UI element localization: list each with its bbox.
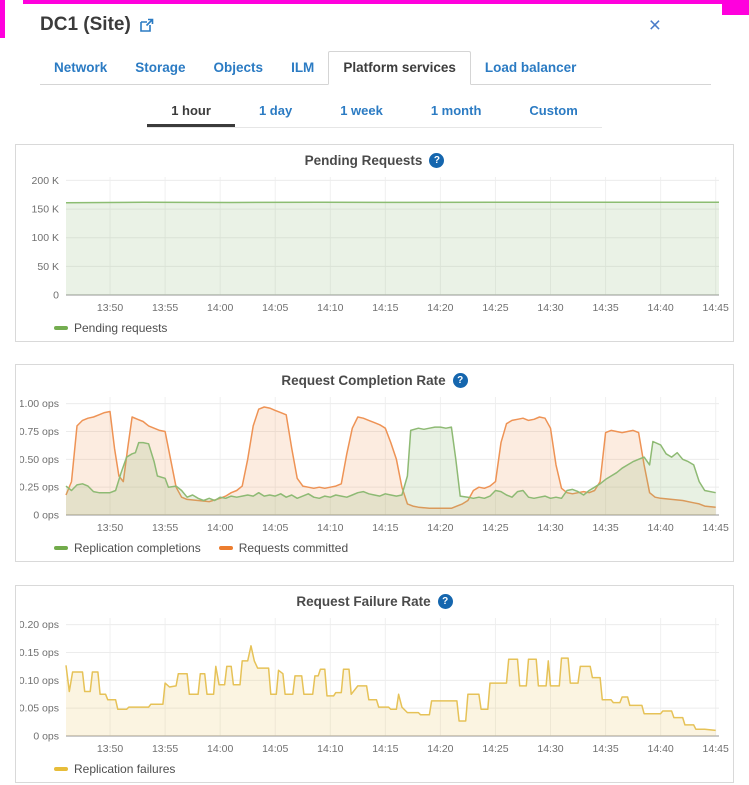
- chart-title: Request Failure Rate: [296, 593, 431, 609]
- legend-dash-icon: [54, 546, 68, 550]
- legend-label: Replication failures: [74, 762, 176, 776]
- x-axis-label: 14:15: [372, 522, 398, 534]
- chart-panel-request-completion-rate: Request Completion Rate ? 0 ops 0.25 ops 0…: [15, 364, 734, 562]
- tab-load-balancer[interactable]: Load balancer: [471, 51, 591, 85]
- legend-dash-icon: [54, 767, 68, 771]
- x-axis-label: 13:55: [152, 302, 178, 314]
- x-axis-label: 14:00: [207, 743, 233, 755]
- chart-legend: Replication failures: [20, 760, 729, 778]
- y-axis-label: 0.75 ops: [20, 426, 59, 438]
- y-axis-label: 0.50 ops: [20, 454, 59, 466]
- x-axis-label: 13:50: [97, 743, 123, 755]
- external-link-icon[interactable]: [139, 18, 154, 33]
- x-axis-label: 13:55: [152, 743, 178, 755]
- x-axis-label: 14:35: [592, 302, 618, 314]
- x-axis-label: 14:40: [647, 522, 673, 534]
- y-axis-label: 100 K: [32, 232, 59, 244]
- time-tab-1-hour[interactable]: 1 hour: [147, 93, 235, 127]
- legend-dash-icon: [54, 326, 68, 330]
- time-tab-1-month[interactable]: 1 month: [407, 93, 506, 127]
- chart-title: Request Completion Rate: [281, 372, 446, 388]
- tab-objects[interactable]: Objects: [200, 51, 278, 85]
- chart-panel-pending-requests: Pending Requests ? 0 50 K 100 K 150 K 200 K 1…: [15, 144, 734, 342]
- chart-legend: Pending requests: [20, 319, 729, 337]
- x-axis-label: 14:40: [647, 743, 673, 755]
- y-axis-label: 150 K: [32, 204, 59, 216]
- capture-artifact-top-bar: [23, 0, 749, 4]
- y-axis-label: 0.25 ops: [20, 482, 59, 494]
- legend-item-pending-requests[interactable]: Pending requests: [54, 321, 167, 335]
- x-axis-label: 14:30: [537, 743, 563, 755]
- x-axis-label: 14:00: [207, 302, 233, 314]
- chart-title: Pending Requests: [304, 152, 423, 168]
- time-tab-1-week[interactable]: 1 week: [316, 93, 407, 127]
- x-axis-label: 13:50: [97, 302, 123, 314]
- x-axis-label: 14:45: [703, 522, 729, 534]
- legend-item-replication-failures[interactable]: Replication failures: [54, 762, 175, 776]
- page-title: DC1 (Site): [40, 14, 131, 35]
- tab-network[interactable]: Network: [40, 51, 121, 85]
- help-icon[interactable]: ?: [437, 593, 453, 609]
- x-axis-label: 14:25: [482, 522, 508, 534]
- x-axis-label: 14:35: [592, 522, 618, 534]
- x-axis-label: 14:20: [427, 743, 453, 755]
- time-range-bar: 1 hour 1 day 1 week 1 month Custom: [0, 93, 749, 128]
- legend-item-replication-completions[interactable]: Replication completions: [54, 541, 201, 555]
- capture-artifact-left-strip: [0, 0, 5, 38]
- time-range-tabs: 1 hour 1 day 1 week 1 month Custom: [147, 93, 602, 128]
- header: DC1 (Site) ×: [0, 0, 749, 42]
- x-axis-label: 14:35: [592, 743, 618, 755]
- legend-label: Pending requests: [74, 321, 168, 335]
- y-axis-label: 0.20 ops: [20, 619, 59, 631]
- legend-label: Requests committed: [238, 541, 349, 555]
- x-axis-label: 14:25: [482, 302, 508, 314]
- time-tab-1-day[interactable]: 1 day: [235, 93, 316, 127]
- legend-dash-icon: [218, 546, 233, 550]
- legend-label: Replication completions: [74, 541, 201, 555]
- x-axis-label: 14:05: [262, 743, 288, 755]
- close-icon[interactable]: ×: [648, 13, 661, 37]
- x-axis-label: 14:05: [262, 522, 288, 534]
- chart-canvas-request-completion-rate: 0 ops 0.25 ops 0.50 ops 0.75 ops 1.00 ops 13:…: [20, 391, 729, 539]
- y-axis-label: 200 K: [32, 175, 59, 187]
- x-axis-label: 14:20: [427, 302, 453, 314]
- y-axis-label: 1.00 ops: [20, 398, 59, 410]
- entity-tab-bar: Network Storage Objects ILM Platform service…: [40, 50, 711, 85]
- x-axis-label: 14:30: [537, 522, 563, 534]
- x-axis-label: 14:10: [317, 522, 343, 534]
- x-axis-label: 14:40: [647, 302, 673, 314]
- tab-storage[interactable]: Storage: [121, 51, 199, 85]
- capture-artifact-corner: [722, 0, 749, 15]
- x-axis-label: 14:20: [427, 522, 453, 534]
- chart-canvas-pending-requests: 0 50 K 100 K 150 K 200 K 13:50 13:55 14:00 14:05…: [20, 171, 729, 319]
- x-axis-label: 13:55: [152, 522, 178, 534]
- tab-platform-services[interactable]: Platform services: [328, 51, 471, 85]
- x-axis-label: 14:00: [207, 522, 233, 534]
- chart-panel-request-failure-rate: Request Failure Rate ? 0 ops 0.05 ops 0.10…: [15, 585, 734, 783]
- x-axis-label: 14:45: [703, 743, 729, 755]
- time-tab-custom[interactable]: Custom: [505, 93, 601, 127]
- x-axis-label: 14:10: [317, 302, 343, 314]
- x-axis-label: 14:30: [537, 302, 563, 314]
- y-axis-label: 0 ops: [33, 510, 59, 522]
- help-icon[interactable]: ?: [452, 372, 468, 388]
- x-axis-label: 13:50: [97, 522, 123, 534]
- x-axis-label: 14:15: [372, 743, 398, 755]
- y-axis-label: 0.10 ops: [20, 675, 59, 687]
- y-axis-label: 50 K: [37, 261, 59, 273]
- help-icon[interactable]: ?: [429, 152, 445, 168]
- x-axis-label: 14:10: [317, 743, 343, 755]
- chart-legend: Replication completions Requests committe…: [20, 539, 729, 557]
- x-axis-label: 14:25: [482, 743, 508, 755]
- legend-item-requests-committed[interactable]: Requests committed: [218, 541, 349, 555]
- y-axis-label: 0 ops: [33, 731, 59, 743]
- chart-canvas-request-failure-rate: 0 ops 0.05 ops 0.10 ops 0.15 ops 0.20 ops 13:…: [20, 612, 729, 760]
- x-axis-label: 14:15: [372, 302, 398, 314]
- y-axis-label: 0.05 ops: [20, 703, 59, 715]
- x-axis-label: 14:05: [262, 302, 288, 314]
- x-axis-label: 14:45: [703, 302, 729, 314]
- y-axis-label: 0: [53, 290, 59, 302]
- y-axis-label: 0.15 ops: [20, 647, 59, 659]
- tab-ilm[interactable]: ILM: [277, 51, 328, 85]
